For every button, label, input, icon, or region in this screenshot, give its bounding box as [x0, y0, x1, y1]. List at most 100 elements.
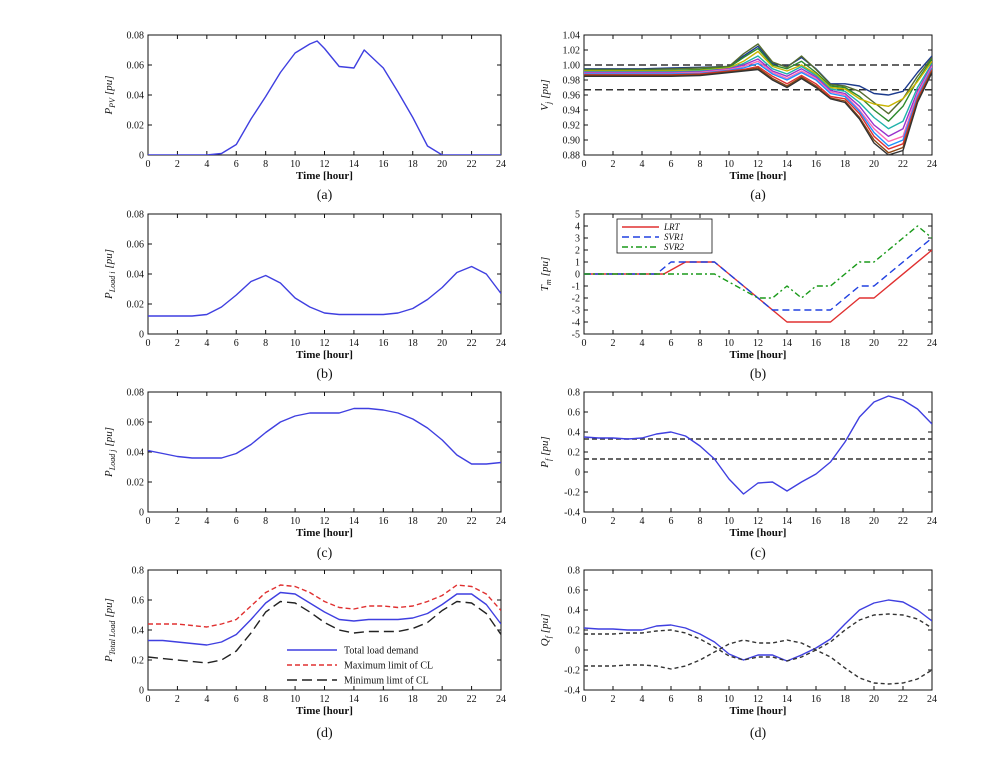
y-axis-symbol: P — [103, 655, 115, 663]
plot-frame — [583, 34, 933, 156]
y-axis-subscript: PV — [108, 97, 117, 109]
y-tick-label: 0 — [575, 270, 580, 281]
y-tick-label: -0.2 — [564, 488, 580, 499]
y-tick-label: -4 — [572, 318, 580, 329]
x-tick-label: 0 — [146, 694, 151, 705]
y-axis-subscript: Load j — [108, 449, 117, 471]
x-tick-label: 18 — [840, 338, 850, 349]
x-tick-label: 0 — [146, 159, 151, 170]
x-tick-label: 24 — [496, 338, 506, 349]
y-axis-symbol: P — [103, 470, 115, 478]
y-tick-label: 0.4 — [132, 626, 145, 637]
x-axis-label: Time [hour] — [730, 349, 787, 361]
x-tick-label: 2 — [175, 516, 180, 527]
x-tick-label: 16 — [811, 516, 821, 527]
x-tick-label: 10 — [724, 338, 734, 349]
x-tick-label: 10 — [290, 159, 300, 170]
y-axis-subscript: f — [544, 634, 553, 638]
x-tick-label: 16 — [811, 159, 821, 170]
x-tick-label: 4 — [204, 694, 209, 705]
series-line-3 — [584, 225, 932, 299]
y-tick-label: 1.02 — [563, 46, 581, 57]
x-tick-label: 0 — [582, 516, 587, 527]
y-axis-label: Vj [pu] — [539, 79, 553, 111]
x-tick-label: 14 — [349, 159, 359, 170]
x-tick-label: 8 — [263, 159, 268, 170]
x-tick-label: 20 — [437, 338, 447, 349]
legend-entry: Minimum limt of CL — [344, 676, 429, 687]
x-tick-label: 4 — [204, 516, 209, 527]
y-tick-label: 0.92 — [563, 121, 581, 132]
series-line-1 — [584, 395, 932, 495]
x-tick-label: 20 — [869, 694, 879, 705]
x-axis-label: Time [hour] — [296, 527, 353, 539]
panel-caption: (d) — [316, 726, 333, 741]
series-line-1 — [148, 40, 501, 155]
y-axis-label: Qf[pu] — [539, 614, 553, 647]
x-tick-label: 0 — [146, 338, 151, 349]
x-tick-label: 18 — [408, 338, 418, 349]
x-tick-label: 14 — [349, 338, 359, 349]
y-tick-label: 0 — [139, 686, 144, 697]
x-tick-label: 16 — [378, 516, 388, 527]
panel-caption: (b) — [316, 367, 333, 382]
chart-panel-c-left: 0 2 4 6 8 10 12 14 16 18 20 22 2400.020.040.060.08Ti… — [103, 388, 506, 562]
y-tick-label: -0.4 — [564, 686, 580, 697]
x-tick-label: 14 — [349, 516, 359, 527]
y-axis-unit: [pu] — [103, 249, 115, 269]
y-axis-subscript: f — [544, 457, 553, 461]
y-tick-label: -1 — [572, 282, 580, 293]
x-tick-label: 22 — [898, 159, 908, 170]
x-tick-label: 6 — [669, 338, 674, 349]
chart-panel-b-left: 0 2 4 6 8 10 12 14 16 18 20 22 2400.020.040.060.08Ti… — [103, 210, 506, 383]
x-tick-label: 14 — [782, 694, 792, 705]
x-tick-label: 12 — [320, 159, 330, 170]
panel-caption: (c) — [750, 546, 766, 561]
x-tick-label: 16 — [378, 338, 388, 349]
y-tick-label: -2 — [572, 294, 580, 305]
series-line-2 — [584, 43, 932, 115]
x-tick-label: 16 — [378, 694, 388, 705]
series-line-10 — [584, 67, 932, 154]
chart-panel-a-left: 0 2 4 6 8 10 12 14 16 18 20 22 2400.020.040.060.08Ti… — [103, 31, 506, 204]
y-axis-unit: [pu] — [539, 257, 551, 277]
legend-entry: Total load demand — [344, 646, 418, 657]
x-tick-label: 22 — [467, 516, 477, 527]
y-axis-unit: [pu] — [103, 427, 115, 447]
y-axis-symbol: Q — [539, 638, 551, 646]
x-tick-label: 18 — [840, 516, 850, 527]
y-tick-label: 0.6 — [568, 408, 581, 419]
y-tick-label: 1.00 — [563, 61, 581, 72]
panel-caption: (a) — [317, 188, 333, 203]
panel-caption: (a) — [750, 188, 766, 203]
y-tick-label: 2 — [575, 246, 580, 257]
y-tick-label: 0.02 — [127, 300, 145, 311]
y-axis-subscript: m — [544, 279, 553, 285]
series-line-1 — [148, 407, 501, 465]
y-tick-label: 0.6 — [132, 596, 145, 607]
x-axis-label: Time [hour] — [730, 527, 787, 539]
y-axis-symbol: V — [539, 103, 551, 111]
x-tick-label: 22 — [467, 159, 477, 170]
plot-frame — [583, 391, 933, 513]
series-line-7 — [584, 60, 932, 143]
x-tick-label: 6 — [234, 694, 239, 705]
x-tick-label: 6 — [234, 338, 239, 349]
series-line-1 — [148, 265, 501, 317]
x-tick-label: 18 — [840, 159, 850, 170]
series-line-3 — [148, 600, 501, 664]
y-tick-label: 3 — [575, 234, 580, 245]
y-tick-label: 0 — [575, 646, 580, 657]
x-axis-label: Time [hour] — [296, 349, 353, 361]
x-tick-label: 2 — [611, 694, 616, 705]
y-tick-label: 0.90 — [563, 136, 581, 147]
x-tick-label: 6 — [234, 159, 239, 170]
legend-entry: Maximum limit of CL — [344, 661, 433, 672]
y-axis-label: Pf[pu] — [539, 436, 553, 469]
y-tick-label: 0.6 — [568, 586, 581, 597]
series-line-1 — [148, 591, 501, 646]
x-tick-label: 4 — [204, 338, 209, 349]
y-tick-label: 0.04 — [127, 270, 145, 281]
y-axis-label: PPV [pu] — [103, 75, 117, 115]
x-tick-label: 16 — [811, 338, 821, 349]
